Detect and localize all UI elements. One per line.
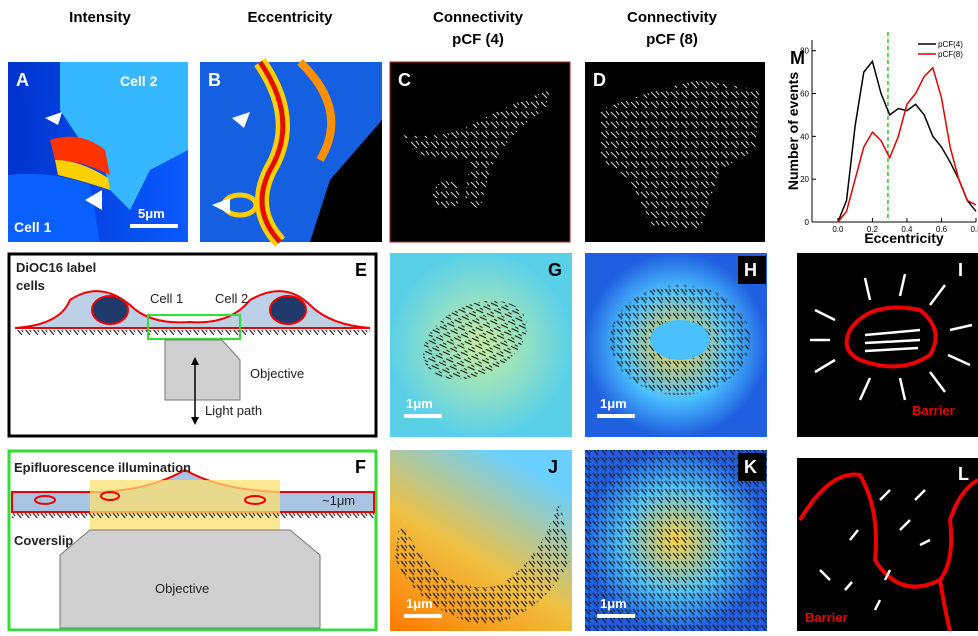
panel-label: D [593,70,606,90]
panel-e: E DiOC16 label cells Cell 1 Cell 2 Objec… [9,254,376,436]
barrier-label: Barrier [912,403,955,418]
y-tick-label: 20 [800,175,809,184]
panel-label: A [16,70,29,90]
label: Light path [205,403,262,418]
legend-label: pCF(4) [938,40,963,49]
y-tick-label: 0 [805,218,810,227]
scale-bar-label: 1μm [406,596,433,611]
scale-bar-label: 5μm [138,206,165,221]
data-line [838,68,976,222]
figure: Intensity Eccentricity Connectivity pCF … [0,0,978,631]
panel-j: J 1μm [390,450,572,631]
label: Epifluorescence illumination [14,460,191,475]
panel-l: L Barrier [797,458,978,631]
panel-b: B [200,62,382,242]
panel-label: L [958,464,969,484]
panel-label: F [355,457,366,477]
panel-d: D [585,62,765,242]
x-axis-label: Eccentricity [864,230,944,246]
panel-f: F Epifluorescence illumination ~1μm Cove… [9,451,376,630]
legend-label: pCF(8) [938,50,963,59]
header: Intensity [69,9,131,26]
x-tick-label: 0.0 [832,225,844,234]
panel-label: H [744,260,757,280]
panel-i: I Barrier [797,253,978,437]
panel-a: A Cell 2 Cell 1 5μm [8,62,188,242]
label: ~1μm [322,493,355,508]
header: Connectivity [627,9,718,26]
label: DiOC16 label [16,260,96,275]
barrier-label: Barrier [805,610,848,625]
panel-label: C [398,70,411,90]
panel-h: H 1μm [585,253,767,437]
panel-label: K [744,457,757,477]
panel-label: E [355,260,367,280]
x-tick-label: 0.8 [970,225,978,234]
header: pCF (4) [452,31,504,48]
y-axis-label: Number of events [785,72,801,190]
panel-label: B [208,70,221,90]
label: Coverslip [14,533,73,548]
cell-label: Cell 2 [120,73,158,89]
header: Connectivity [433,9,524,26]
panel-k: K 1μm [585,450,767,631]
data-line [838,61,976,222]
panel-c: C [390,62,570,242]
y-tick-label: 60 [800,90,809,99]
label: Objective [155,581,209,596]
panel-label: G [548,260,562,280]
scale-bar-label: 1μm [600,396,627,411]
y-tick-label: 40 [800,132,809,141]
label: Cell 1 [150,291,183,306]
label: cells [16,278,45,293]
scale-bar-label: 1μm [406,396,433,411]
label: Cell 2 [215,291,248,306]
panel-label: J [548,457,558,477]
label: Objective [250,366,304,381]
panel-label: I [958,260,963,280]
header: Eccentricity [247,9,333,26]
header: pCF (8) [646,31,698,48]
panel-g: G 1μm [390,253,572,437]
cell-label: Cell 1 [14,219,52,235]
y-tick-label: 80 [800,47,809,56]
scale-bar-label: 1μm [600,596,627,611]
panel-m: M 0204060800.00.20.40.60.8EccentricityNu… [785,32,978,246]
